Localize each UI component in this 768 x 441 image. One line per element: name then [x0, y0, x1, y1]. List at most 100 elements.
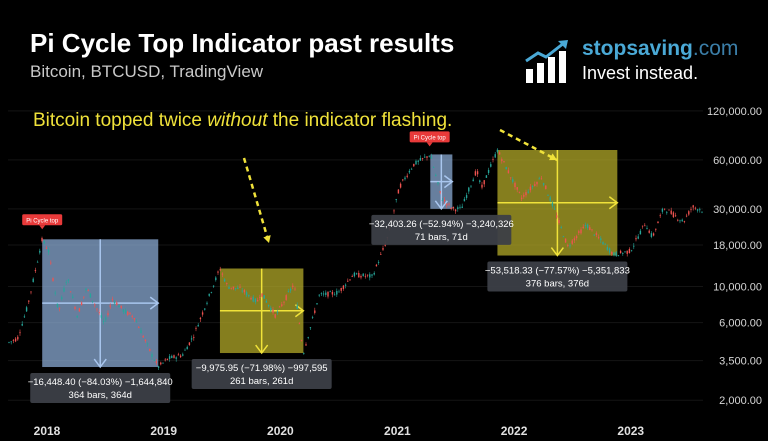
candle-body	[360, 275, 362, 278]
candle-body	[153, 360, 155, 361]
candle-body	[430, 156, 433, 159]
chart-subtitle: Bitcoin, BTCUSD, TradingView	[30, 62, 264, 81]
callout-arrowhead	[549, 153, 557, 161]
measure-label-line2: 71 bars, 71d	[415, 232, 468, 243]
candle-body	[50, 262, 52, 264]
candle-body	[307, 337, 309, 338]
candle-body	[507, 170, 510, 174]
candle-body	[21, 323, 23, 326]
candle-body	[237, 287, 239, 289]
brand-logo[interactable]: stopsaving.com Invest instead.	[520, 33, 756, 91]
candle-body	[193, 336, 195, 338]
measure-label-box	[371, 214, 512, 245]
candle-body	[406, 175, 408, 177]
candle-body	[333, 294, 336, 296]
candle-body	[446, 203, 448, 206]
candle-body	[314, 310, 316, 313]
candle-body	[322, 293, 325, 295]
candle-body	[166, 358, 169, 360]
candle-body	[696, 209, 699, 211]
candle-body	[23, 316, 26, 318]
candle-body	[94, 304, 96, 306]
candle-body	[98, 312, 100, 314]
candle-body	[582, 226, 584, 229]
candle-body	[661, 208, 664, 212]
candle-body	[646, 228, 648, 230]
candle-body	[199, 317, 202, 320]
candle-body	[221, 273, 224, 275]
candle-body	[457, 207, 459, 209]
candle-body	[474, 171, 477, 176]
candle-body	[604, 243, 606, 245]
candle-body	[595, 233, 598, 235]
candle-body	[417, 160, 419, 162]
candle-body	[347, 280, 349, 282]
candle-body	[536, 181, 538, 185]
candle-body	[303, 353, 305, 354]
candle-body	[619, 250, 622, 254]
candle-body	[472, 179, 474, 182]
candle-body	[34, 270, 37, 272]
measure-label-line1: −53,518.33 (−77.57%) −5,351,833	[485, 266, 630, 277]
candle-body	[201, 312, 204, 315]
candle-body	[190, 338, 193, 340]
candle-body	[459, 206, 461, 208]
candle-body	[549, 197, 551, 201]
candle-body	[622, 253, 624, 254]
candle-body	[248, 294, 250, 297]
candle-body	[538, 178, 540, 180]
candle-body	[228, 287, 230, 289]
pi-cycle-tag-pointer	[426, 142, 433, 147]
candle-body	[131, 315, 133, 318]
brand-name-main: stopsaving	[582, 37, 693, 60]
candle-body	[336, 290, 338, 295]
candle-body	[525, 192, 527, 196]
candle-body	[309, 327, 312, 329]
candle-body	[274, 314, 276, 318]
pi-cycle-tag-label: Pi Cycle top	[26, 218, 59, 224]
candle-body	[518, 191, 521, 193]
candle-body	[285, 295, 287, 300]
candle-body	[584, 225, 587, 226]
candle-body	[415, 160, 417, 165]
candle-body	[375, 264, 378, 267]
candle-body	[426, 156, 428, 158]
candle-body	[223, 279, 226, 282]
candle-body	[138, 327, 140, 329]
candle-body	[122, 309, 125, 312]
candle-body	[188, 342, 191, 346]
candle-body	[578, 231, 580, 233]
candle-body	[591, 229, 593, 231]
candle-body	[204, 308, 206, 310]
candle-body	[516, 187, 518, 190]
candle-body	[61, 297, 63, 300]
candle-body	[692, 205, 694, 208]
candle-body	[259, 296, 261, 298]
candle-body	[534, 184, 536, 186]
candle-body	[562, 236, 565, 238]
candle-body	[657, 221, 659, 224]
candle-body	[135, 321, 138, 323]
candle-body	[569, 245, 571, 247]
candle-body	[54, 292, 56, 294]
candle-body	[230, 287, 232, 289]
y-tick-label: 18,000.00	[713, 240, 762, 252]
candle-body	[685, 215, 688, 217]
callout-arrow-line	[499, 128, 558, 162]
candle-body	[439, 191, 441, 193]
candle-body	[278, 306, 281, 308]
candle-body	[668, 209, 670, 211]
candle-body	[267, 304, 270, 306]
candle-body	[254, 298, 257, 303]
candle-body	[424, 156, 426, 158]
candle-body	[320, 293, 323, 295]
candle-body	[208, 293, 210, 296]
candle-body	[129, 312, 131, 315]
candle-body	[296, 305, 298, 310]
candle-body	[393, 210, 395, 212]
candle-body	[404, 177, 406, 180]
y-tick-label: 120,000.00	[707, 106, 762, 118]
candle-body	[380, 254, 382, 255]
candle-body	[272, 309, 274, 313]
candle-body	[261, 293, 263, 297]
